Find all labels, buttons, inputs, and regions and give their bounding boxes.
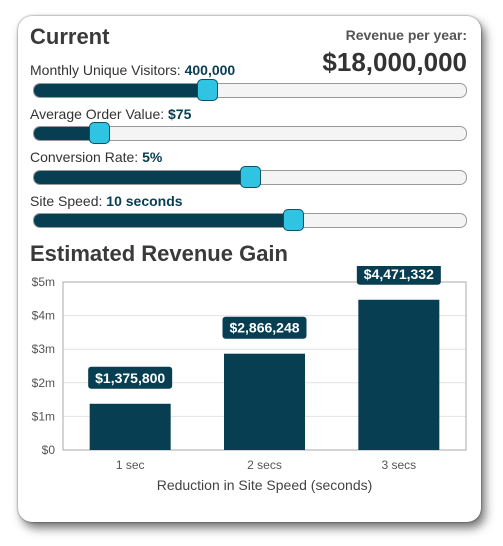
site-speed-label-text: Site Speed: xyxy=(30,193,103,209)
conversion-rate-label-text: Conversion Rate: xyxy=(30,149,139,165)
revenue-gain-chart: $0 $1m $2m $3m $4m $5m 1 sec $1,375,800 2 secs $2… xyxy=(32,266,467,493)
conversion-rate-slider-fill xyxy=(34,171,250,184)
data-label: $2,866,248 xyxy=(229,320,299,336)
visitors-slider-fill xyxy=(34,84,207,97)
bar xyxy=(358,299,440,450)
bar xyxy=(89,403,171,450)
visitors-value: 400,000 xyxy=(184,62,236,78)
x-tick-label: 3 secs xyxy=(381,458,416,472)
bar xyxy=(224,353,305,450)
y-tick-label: $2m xyxy=(32,376,55,390)
data-label-box xyxy=(222,316,307,339)
visitors-slider-thumb[interactable] xyxy=(196,79,218,101)
order-value-slider-fill xyxy=(34,127,99,140)
data-label: $4,471,332 xyxy=(364,266,434,282)
visitors-label: Monthly Unique Visitors: 400,000 xyxy=(30,62,235,78)
site-speed-value: 10 seconds xyxy=(106,193,183,209)
site-speed-label: Site Speed: 10 seconds xyxy=(30,193,183,209)
conversion-rate-value: 5% xyxy=(142,149,163,165)
site-speed-slider[interactable] xyxy=(33,209,467,231)
y-tick-label: $5m xyxy=(32,275,55,289)
x-tick-label: 1 sec xyxy=(116,458,145,472)
x-axis-title: Reduction in Site Speed (seconds) xyxy=(157,477,373,493)
data-label: $1,375,800 xyxy=(95,370,165,386)
estimated-revenue-gain-title: Estimated Revenue Gain xyxy=(30,241,288,266)
conversion-rate-label: Conversion Rate: 5% xyxy=(30,149,162,165)
site-speed-slider-thumb[interactable] xyxy=(283,209,305,231)
order-value-label-text: Average Order Value: xyxy=(30,106,165,122)
order-value-value: $75 xyxy=(168,106,192,122)
conversion-rate-slider-thumb[interactable] xyxy=(240,166,261,188)
data-label-box xyxy=(356,266,441,285)
y-tick-label: $1m xyxy=(32,409,55,423)
y-tick-label: $3m xyxy=(32,342,55,356)
conversion-rate-slider[interactable] xyxy=(33,166,467,188)
revenue-calculator-card: Current Revenue per year: $18,000,000 Mo… xyxy=(18,16,481,522)
y-tick-label: $4m xyxy=(32,309,55,323)
x-tick-label: 2 secs xyxy=(247,458,282,472)
order-value-label: Average Order Value: $75 xyxy=(30,106,191,122)
visitors-slider[interactable] xyxy=(33,79,467,101)
data-label-box xyxy=(88,366,173,389)
site-speed-slider-fill xyxy=(34,214,294,227)
revenue-per-year-value: $18,000,000 xyxy=(322,47,467,77)
order-value-slider[interactable] xyxy=(33,122,467,144)
current-title: Current xyxy=(30,24,110,49)
revenue-per-year-label: Revenue per year: xyxy=(345,27,467,43)
y-tick-label: $0 xyxy=(42,443,56,457)
order-value-slider-thumb[interactable] xyxy=(88,122,110,144)
visitors-label-text: Monthly Unique Visitors: xyxy=(30,62,181,78)
